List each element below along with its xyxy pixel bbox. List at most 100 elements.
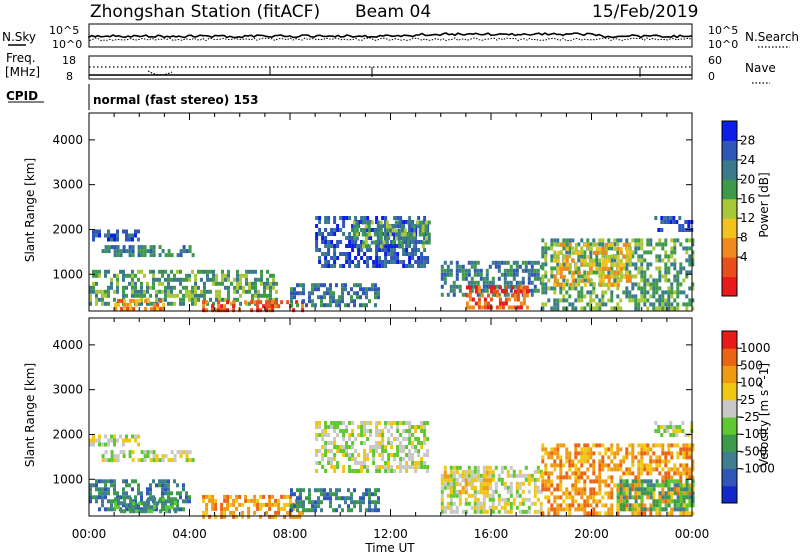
data-cell	[455, 505, 459, 510]
data-cell	[610, 246, 614, 251]
data-cell	[682, 491, 686, 496]
data-cell	[104, 249, 108, 254]
data-cell	[202, 498, 206, 503]
data-cell	[125, 507, 128, 512]
data-cell	[589, 278, 593, 283]
data-cell	[670, 290, 674, 295]
data-cell	[357, 469, 361, 473]
data-cell	[89, 495, 92, 500]
data-cell	[351, 240, 355, 244]
data-cell	[658, 503, 662, 508]
data-cell	[634, 274, 638, 279]
data-cell	[286, 300, 290, 305]
data-cell	[452, 470, 456, 475]
data-cell	[550, 507, 554, 512]
data-cell	[158, 499, 161, 504]
data-cell	[673, 463, 677, 468]
data-cell	[610, 258, 614, 263]
data-cell	[670, 262, 674, 267]
data-cell	[374, 303, 377, 308]
data-cell	[149, 249, 153, 254]
data-cell	[562, 258, 566, 263]
data-cell	[150, 306, 154, 311]
data-cell	[676, 286, 680, 291]
data-cell	[427, 220, 431, 225]
data-cell	[691, 254, 695, 259]
data-cell	[104, 495, 107, 500]
data-cell	[607, 511, 611, 516]
data-cell	[631, 443, 635, 448]
data-cell	[527, 481, 531, 486]
data-cell	[385, 236, 389, 241]
data-cell	[661, 290, 665, 295]
data-cell	[589, 262, 593, 267]
data-cell	[610, 274, 614, 279]
data-cell	[510, 293, 514, 298]
data-cell	[125, 229, 128, 234]
data-cell	[664, 238, 668, 243]
data-cell	[473, 465, 477, 470]
data-cell	[356, 283, 359, 288]
data-cell	[541, 282, 545, 287]
data-cell	[379, 224, 383, 229]
data-cell	[223, 304, 227, 309]
data-cell	[360, 216, 364, 220]
data-cell	[649, 483, 653, 488]
data-cell	[280, 506, 284, 511]
data-cell	[411, 465, 415, 469]
data-cell	[274, 510, 278, 515]
data-cell	[471, 297, 475, 302]
data-cell	[137, 487, 140, 492]
data-cell	[667, 266, 671, 271]
data-cell	[625, 451, 629, 456]
data-cell	[359, 283, 362, 288]
data-cell	[541, 471, 545, 476]
noise-panel-frame	[88, 23, 693, 48]
data-cell	[586, 262, 590, 267]
data-cell	[405, 465, 409, 469]
data-cell	[643, 463, 647, 468]
data-cell	[266, 297, 269, 302]
data-cell	[637, 254, 641, 259]
data-cell	[129, 302, 133, 307]
data-cell	[637, 266, 641, 271]
data-cell	[242, 289, 245, 294]
data-cell	[616, 306, 620, 311]
data-cell	[212, 269, 215, 274]
data-cell	[553, 298, 557, 303]
data-cell	[619, 475, 623, 480]
data-cell	[117, 302, 121, 307]
data-cell	[335, 299, 338, 304]
data-cell	[631, 294, 635, 299]
data-cell	[138, 501, 142, 506]
data-cell	[323, 496, 326, 501]
data-cell	[589, 491, 593, 496]
data-cell	[348, 445, 352, 449]
data-cell	[393, 457, 397, 461]
data-cell	[384, 425, 388, 429]
data-cell	[500, 481, 504, 486]
data-cell	[333, 441, 337, 445]
data-cell	[355, 236, 359, 241]
data-cell	[143, 273, 146, 278]
data-cell	[402, 421, 406, 425]
data-cell	[95, 479, 98, 484]
data-cell	[333, 453, 337, 457]
data-cell	[637, 491, 641, 496]
data-cell	[387, 465, 391, 469]
data-cell	[660, 216, 664, 220]
data-cell	[667, 294, 671, 299]
data-cell	[324, 421, 328, 425]
data-cell	[634, 306, 638, 311]
data-cell	[628, 483, 632, 488]
data-cell	[333, 264, 337, 268]
data-cell	[396, 216, 400, 220]
data-cell	[290, 492, 293, 497]
data-cell	[326, 492, 329, 497]
data-cell	[110, 507, 113, 512]
data-cell	[547, 471, 551, 476]
data-cell	[544, 447, 548, 452]
data-cell	[218, 293, 221, 298]
